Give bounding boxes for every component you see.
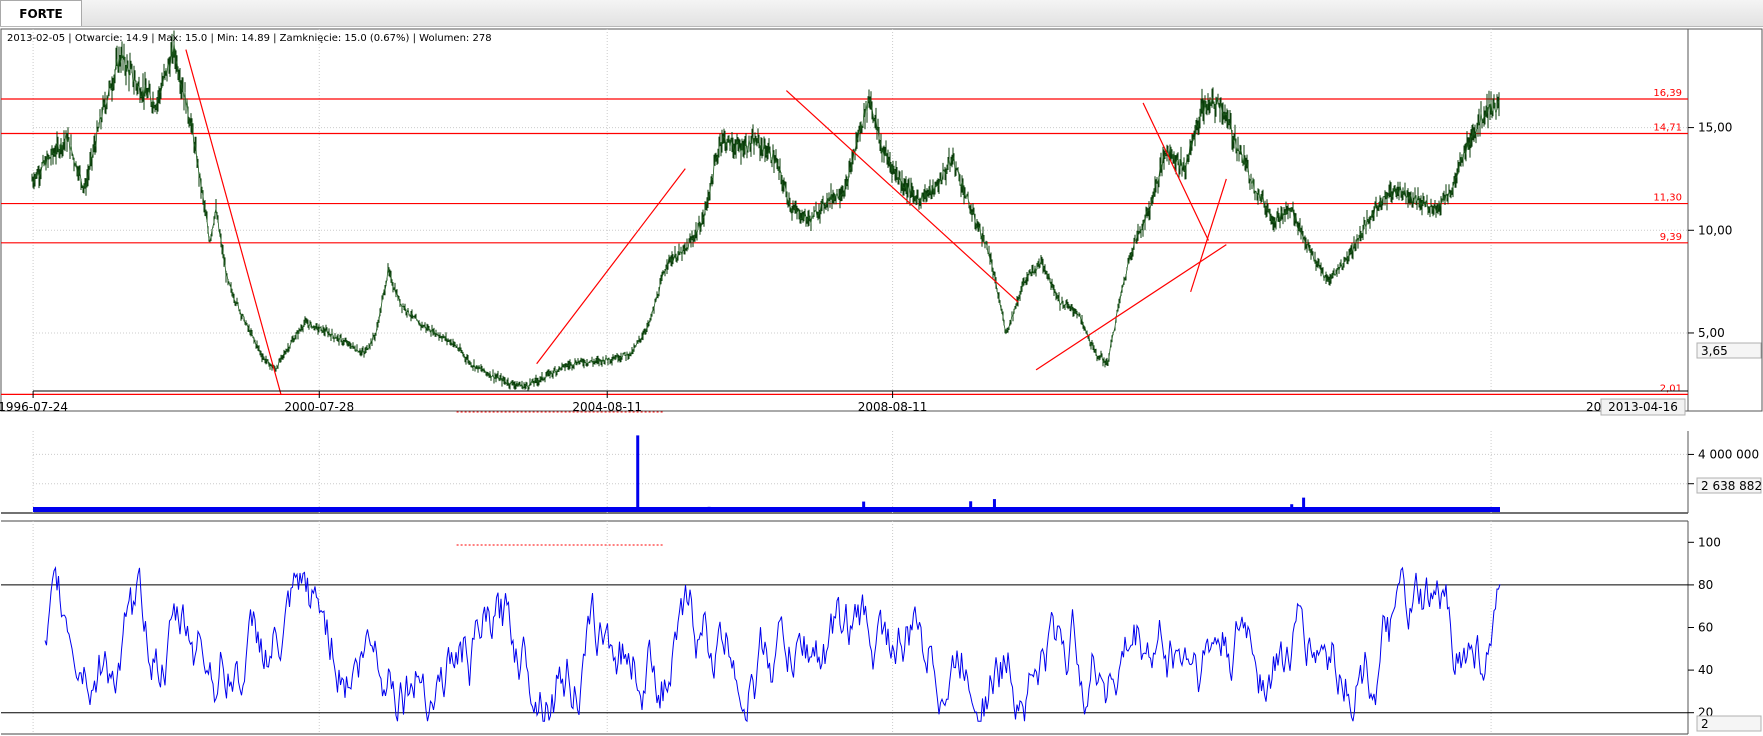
horizontal-level-label: 16,39 bbox=[1653, 88, 1682, 99]
price-y-axis: 15,00 10,00 5,00 3,65 bbox=[1688, 121, 1762, 359]
oscillator-levels bbox=[1, 584, 1688, 714]
oscillator-current-value-box bbox=[1696, 715, 1762, 732]
y-tick-label: 5,00 bbox=[1698, 326, 1725, 340]
ohlc-info-line: 2013-02-05 | Otwarcie: 14.9 | Max: 15.0 … bbox=[7, 33, 492, 44]
price-current-value-box bbox=[1696, 342, 1762, 359]
x-tick-label: 2004-08-11 bbox=[572, 400, 642, 414]
x-tick-label: 1996-07-24 bbox=[0, 400, 68, 414]
trend-line bbox=[1190, 178, 1227, 293]
trend-line bbox=[1035, 244, 1227, 371]
volume-bar bbox=[1147, 507, 1151, 512]
oscillator-line bbox=[44, 566, 1501, 723]
price-panel-frame bbox=[0, 28, 1763, 412]
price-series bbox=[31, 30, 1500, 392]
horizontal-level-label: 14,71 bbox=[1653, 123, 1682, 134]
x-current-date-label: 2013-04-16 bbox=[1608, 400, 1678, 414]
volume-bar bbox=[879, 510, 883, 512]
volume-bar bbox=[1325, 508, 1329, 512]
volume-series bbox=[33, 435, 1500, 512]
volume-bar bbox=[380, 511, 384, 512]
volume-current-value: 2 638 882 bbox=[1701, 479, 1762, 493]
horizontal-level-label: 11,30 bbox=[1653, 193, 1682, 204]
y-tick-label: 4 000 000 bbox=[1698, 447, 1759, 461]
price-line bbox=[31, 42, 1500, 390]
tab-forte[interactable]: FORTE bbox=[0, 0, 82, 26]
volume-current-value-box bbox=[1696, 477, 1762, 494]
x-current-date-box bbox=[1600, 398, 1686, 416]
price-grid bbox=[32, 29, 1688, 391]
volume-bar bbox=[1242, 510, 1246, 512]
x-axis: 1996-07-24 2000-07-28 2004-08-11 2008-08-11… bbox=[0, 390, 1688, 546]
oscillator-current-value: 2 bbox=[1701, 717, 1709, 731]
oscillator-grid bbox=[32, 521, 1492, 734]
x-tick-label: 2008-08-11 bbox=[858, 400, 928, 414]
volume-bar bbox=[172, 507, 176, 512]
volume-bar bbox=[737, 510, 741, 512]
volume-bar bbox=[1290, 504, 1294, 512]
trend-line bbox=[785, 90, 1019, 303]
volume-bar bbox=[790, 508, 794, 512]
volume-grid bbox=[32, 431, 1688, 513]
volume-bar bbox=[969, 501, 973, 512]
volume-bar bbox=[190, 510, 194, 512]
volume-bar bbox=[1070, 510, 1074, 512]
volume-bar bbox=[1302, 497, 1306, 512]
oscillator-series bbox=[44, 566, 1501, 723]
price-current-value: 3,65 bbox=[1701, 344, 1728, 358]
trend-line bbox=[536, 168, 686, 365]
chart-svg[interactable]: 16,39 14,71 11,30 9,39 2,01 15,00 10,00 5,00 3,… bbox=[0, 26, 1763, 736]
chart-area: 16,39 14,71 11,30 9,39 2,01 15,00 10,00 5,00 3,… bbox=[0, 26, 1763, 736]
y-tick-label: 10,00 bbox=[1698, 223, 1732, 237]
horizontal-level-label: 9,39 bbox=[1660, 232, 1682, 243]
y-tick-label: 60 bbox=[1698, 621, 1713, 635]
horizontal-level-label: 2,01 bbox=[1660, 383, 1682, 394]
volume-bar bbox=[1379, 509, 1383, 512]
x-tick-label-clipped: 20 bbox=[1586, 400, 1601, 414]
volume-bar bbox=[862, 501, 866, 512]
tab-bar: FORTE bbox=[0, 0, 1763, 27]
volume-baseline-band bbox=[33, 507, 1500, 512]
volume-bar bbox=[636, 435, 640, 512]
volume-bar bbox=[992, 499, 996, 512]
volume-bar bbox=[755, 509, 759, 512]
volume-bar bbox=[1094, 508, 1098, 512]
y-tick-label: 15,00 bbox=[1698, 121, 1732, 135]
y-tick-label: 100 bbox=[1698, 535, 1721, 549]
horizontal-levels: 16,39 14,71 11,30 9,39 2,01 bbox=[1, 88, 1688, 395]
y-tick-label: 80 bbox=[1698, 578, 1713, 592]
volume-bar bbox=[1468, 508, 1472, 512]
volume-bar bbox=[1486, 507, 1490, 512]
volume-bar bbox=[707, 506, 711, 512]
trend-line bbox=[1142, 102, 1210, 241]
trend-lines bbox=[185, 49, 1227, 395]
trend-line bbox=[185, 49, 282, 395]
x-tick-label: 2000-07-28 bbox=[284, 400, 354, 414]
volume-bar bbox=[683, 508, 687, 512]
y-tick-label: 40 bbox=[1698, 663, 1713, 677]
